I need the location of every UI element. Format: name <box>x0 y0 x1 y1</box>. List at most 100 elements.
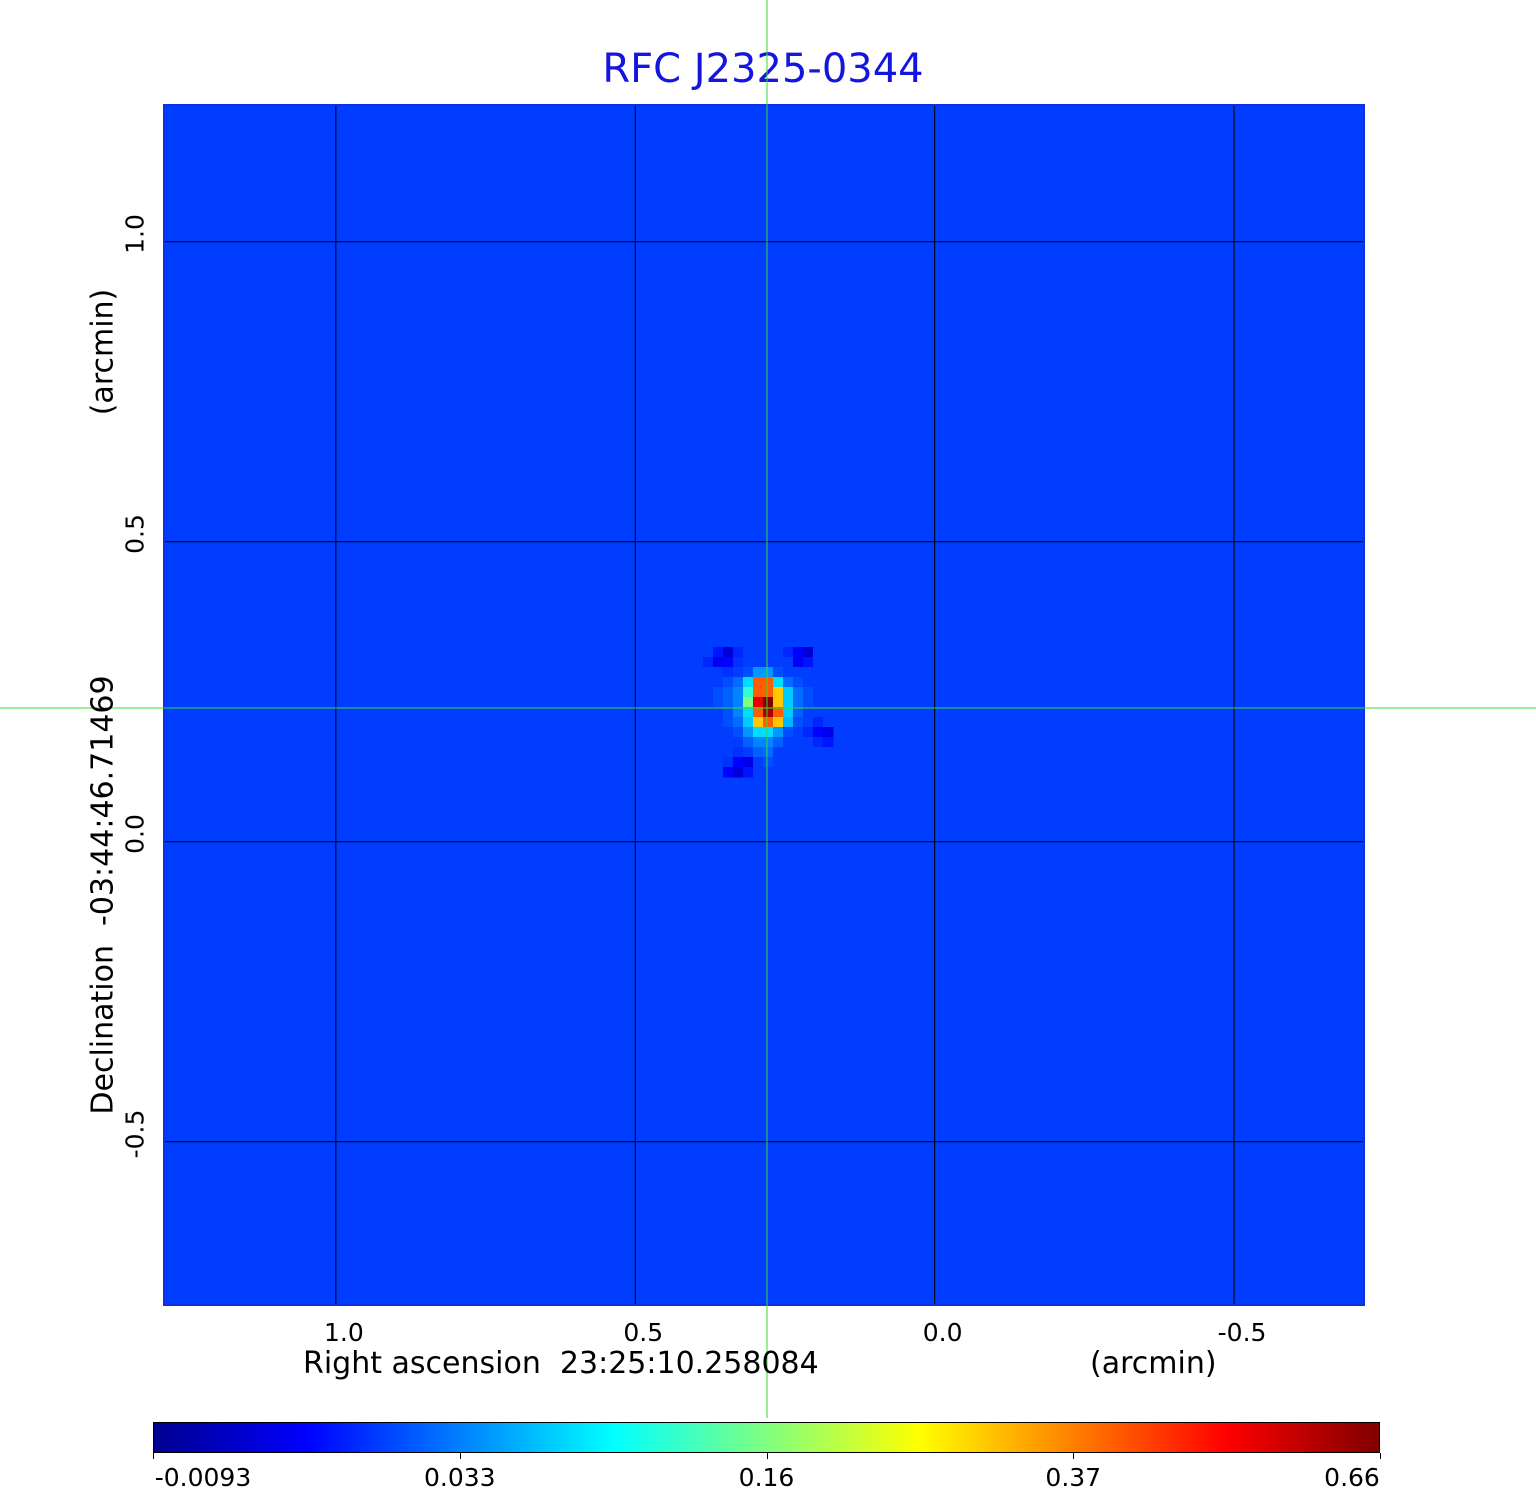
image-pixel <box>762 637 774 648</box>
image-pixel <box>762 737 774 748</box>
colorbar <box>153 1422 1380 1453</box>
colorbar-tick <box>766 1453 768 1459</box>
image-pixel <box>752 637 764 648</box>
image-pixel <box>712 677 724 688</box>
image-pixel <box>692 727 704 738</box>
image-pixel <box>762 757 774 768</box>
image-pixel <box>772 757 784 768</box>
image-pixel <box>722 737 734 748</box>
image-pixel <box>822 637 834 648</box>
image-pixel <box>742 727 754 738</box>
image-pixel <box>782 747 794 758</box>
image-pixel <box>812 687 824 698</box>
image-pixel <box>702 667 714 678</box>
image-pixel <box>742 667 754 678</box>
image-pixel <box>822 697 834 708</box>
image-pixel <box>722 647 734 658</box>
image-pixel <box>782 697 794 708</box>
image-pixel <box>762 647 774 658</box>
image-pixel <box>802 757 814 768</box>
image-pixel <box>792 667 804 678</box>
image-pixel <box>792 747 804 758</box>
image-pixel <box>822 677 834 688</box>
image-pixel <box>742 637 754 648</box>
image-pixel <box>752 677 764 688</box>
image-pixel <box>822 657 834 668</box>
image-pixel <box>772 767 784 778</box>
image-pixel <box>762 687 774 698</box>
image-pixel <box>812 637 824 648</box>
image-pixel <box>732 747 744 758</box>
image-pixel <box>772 697 784 708</box>
image-pixel <box>762 697 774 708</box>
image-pixel <box>732 687 744 698</box>
image-pixel <box>692 717 704 728</box>
image-pixel <box>722 717 734 728</box>
image-pixel <box>692 737 704 748</box>
image-pixel <box>822 767 834 778</box>
image-pixel <box>812 677 824 688</box>
image-pixel <box>742 767 754 778</box>
colorbar-tick-label: 0.033 <box>423 1463 496 1492</box>
image-pixel <box>712 687 724 698</box>
x-axis-label: Right ascension 23:25:10.258084 <box>303 1346 819 1381</box>
colorbar-tick-label: -0.0093 <box>154 1463 252 1492</box>
image-pixel <box>772 667 784 678</box>
image-pixel <box>802 657 814 668</box>
image-pixel <box>752 647 764 658</box>
image-pixel <box>782 717 794 728</box>
image-pixel <box>792 767 804 778</box>
image-pixel <box>822 757 834 768</box>
image-pixel <box>712 737 724 748</box>
image-pixel <box>812 717 824 728</box>
image-pixel <box>732 647 744 658</box>
image-pixel <box>782 667 794 678</box>
colorbar-tick <box>1073 1453 1075 1459</box>
image-pixel <box>822 717 834 728</box>
image-pixel <box>762 707 774 718</box>
image-pixel <box>762 767 774 778</box>
image-pixel <box>742 677 754 688</box>
image-pixel <box>722 747 734 758</box>
image-pixel <box>692 687 704 698</box>
image-pixel <box>732 717 744 728</box>
image-pixel <box>732 697 744 708</box>
y-tick-label: 0.0 <box>120 813 150 854</box>
x-tick-label: -0.5 <box>1217 1318 1267 1347</box>
image-pixel <box>782 767 794 778</box>
image-pixel <box>702 757 714 768</box>
image-pixel <box>752 727 764 738</box>
image-pixel <box>792 707 804 718</box>
image-pixel <box>792 737 804 748</box>
image-pixel <box>812 657 824 668</box>
image-pixel <box>762 657 774 668</box>
image-pixel <box>692 657 704 668</box>
image-pixel <box>772 747 784 758</box>
colorbar-tick <box>1380 1453 1381 1459</box>
image-pixel <box>722 637 734 648</box>
image-pixel <box>692 647 704 658</box>
image-pixel <box>772 677 784 688</box>
image-pixel <box>812 727 824 738</box>
image-pixel <box>752 757 764 768</box>
image-pixel <box>752 767 764 778</box>
image-pixel <box>732 707 744 718</box>
y-tick-label: 0.5 <box>120 513 150 554</box>
image-pixel <box>802 747 814 758</box>
image-pixel <box>702 707 714 718</box>
image-pixel <box>752 747 764 758</box>
colorbar-tick-label: 0.37 <box>1045 1463 1102 1492</box>
image-pixel <box>692 767 704 778</box>
image-pixel <box>822 687 834 698</box>
image-pixel <box>772 717 784 728</box>
image-pixel <box>732 667 744 678</box>
image-pixel <box>732 637 744 648</box>
image-pixel <box>782 737 794 748</box>
y-axis-unit: (arcmin) <box>85 288 121 416</box>
image-pixel <box>742 687 754 698</box>
y-tick-label: 1.0 <box>120 213 150 254</box>
image-pixel <box>752 687 764 698</box>
image-pixel <box>802 697 814 708</box>
image-pixel <box>772 707 784 718</box>
x-axis-unit: (arcmin) <box>1090 1346 1217 1381</box>
